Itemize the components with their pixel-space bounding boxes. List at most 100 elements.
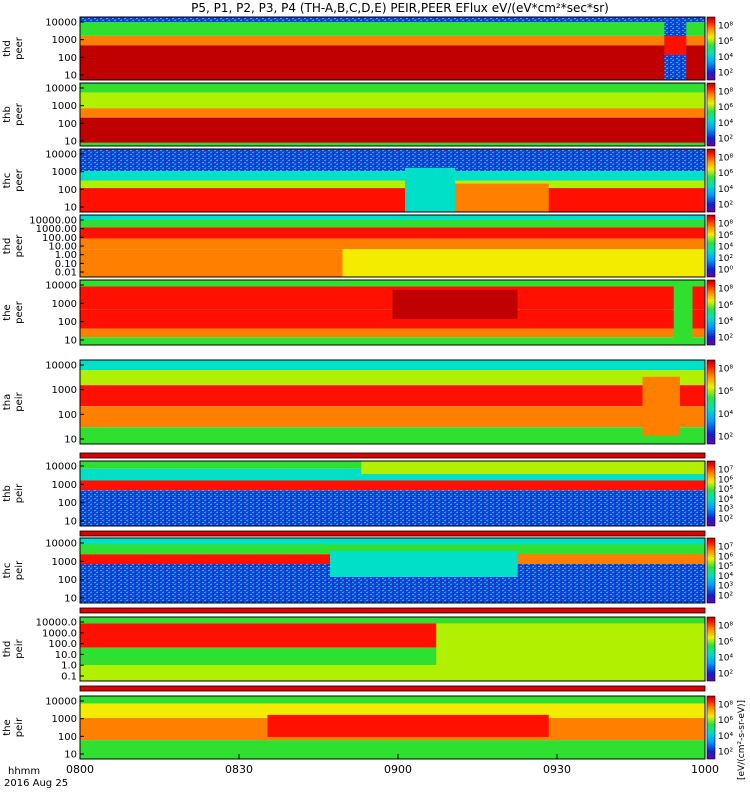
probe-label: thd — [2, 641, 13, 658]
instrument-label: peir — [14, 560, 25, 580]
colorbar-tick-label: 10² — [718, 135, 733, 145]
x-tick-label: 0800 — [66, 763, 94, 776]
instrument-label: peir — [14, 717, 25, 737]
probe-label: thc — [2, 563, 13, 579]
spectrogram-feature — [517, 554, 705, 564]
colorbar — [706, 537, 716, 604]
y-tick-label: 10 — [64, 517, 77, 528]
spectrogram-feature — [267, 714, 549, 737]
colorbar-tick-label: 10⁸ — [718, 22, 733, 32]
spectrogram-band — [80, 92, 705, 109]
panel-frame — [79, 460, 706, 527]
y-tick-label: 10000 — [45, 462, 77, 473]
colorbar-tick-label: 10² — [718, 592, 733, 602]
y-tick-label: 100 — [58, 498, 77, 509]
fill-gap-bar — [79, 530, 706, 537]
fill-gap-bar — [79, 685, 706, 692]
colorbar — [706, 214, 716, 278]
colorbar-tick-label: 10⁸ — [718, 285, 733, 295]
y-tick-label: 100.0 — [48, 639, 77, 650]
y-tick-label: 100 — [58, 119, 77, 130]
spectrogram-band — [80, 227, 705, 239]
colorbar-tick-label: 10⁸ — [718, 365, 733, 375]
spectrogram-band — [80, 544, 705, 555]
spectrogram-band — [80, 142, 705, 146]
y-tick-label: 100 — [58, 575, 77, 586]
instrument-label: peer — [14, 168, 25, 192]
figure-title: P5, P1, P2, P3, P4 (TH-A,B,C,D,E) PEIR,P… — [191, 1, 609, 15]
colorbar-tick-label: 10⁵ — [718, 485, 733, 495]
colorbar-tick-label: 10⁸ — [718, 622, 733, 632]
colorbar-tick-label: 10⁴ — [718, 410, 733, 420]
colorbar-tick-label: 10⁴ — [718, 654, 733, 664]
spectrogram-band — [80, 215, 705, 220]
y-tick-label: 10000 — [45, 18, 77, 29]
colorbar-tick-label: 10² — [718, 433, 733, 443]
panel-3: 10000 1000 100 10 thc peer 10⁸ 10⁶ 10⁴ 10² — [2, 148, 733, 214]
spectrogram-band — [80, 117, 705, 143]
spectrogram-band — [80, 337, 705, 345]
x-axis: 0800 0830 0900 0930 1000 hhmm 2016 Aug 2… — [4, 763, 719, 789]
spectrogram-feature — [673, 280, 693, 345]
y-tick-label: 100.00 — [42, 233, 77, 244]
y-tick-label: 10 — [64, 435, 77, 446]
instrument-label: peer — [14, 300, 25, 324]
spectrogram-band — [80, 406, 705, 428]
spectrogram-band — [80, 149, 705, 172]
spectrogram-band — [80, 370, 705, 386]
x-footer-hhmm: hhmm — [8, 766, 40, 777]
colorbar-tick-label: 10⁶ — [718, 387, 733, 397]
y-tick-label: 1000 — [52, 714, 77, 725]
spectrogram-band — [80, 617, 705, 624]
y-tick-label: 1.00 — [55, 250, 77, 261]
colorbar-tick-label: 10⁶ — [718, 552, 733, 562]
x-tick-label: 1000 — [691, 763, 719, 776]
colorbar-tick-label: 10⁸ — [718, 701, 733, 711]
colorbar — [706, 279, 716, 346]
instrument-label: peir — [14, 638, 25, 658]
spectrogram-band — [80, 35, 705, 46]
spectrogram-feature — [455, 183, 549, 212]
x-tick-label: 0900 — [384, 763, 412, 776]
colorbar-tick-label: 10² — [718, 254, 733, 264]
panel-frame — [79, 537, 706, 604]
y-tick-label: 10000.0 — [36, 618, 77, 629]
y-tick-label: 1000 — [52, 167, 77, 178]
probe-label: the — [2, 304, 13, 320]
colorbar-tick-label: 10⁶ — [718, 301, 733, 311]
y-tick-label: 100 — [58, 185, 77, 196]
y-tick-label: 10.00 — [48, 242, 77, 253]
colorbar-tick-label: 10² — [718, 670, 733, 680]
colorbar — [706, 82, 716, 147]
colorbar — [706, 16, 716, 81]
spectrogram-feature — [330, 551, 518, 577]
instrument-label: peer — [14, 102, 25, 126]
y-tick-label: 0.10 — [55, 259, 77, 270]
panel-6: 10000 1000 100 10 tha peir 10⁸ 10⁶ 10⁴ 10² — [2, 359, 733, 446]
x-footer-date: 2016 Aug 25 — [4, 778, 68, 789]
y-tick-label: 1000 — [52, 385, 77, 396]
y-tick-label: 10 — [64, 750, 77, 761]
colorbar-tick-label: 10² — [718, 515, 733, 525]
panel-frame — [79, 82, 706, 147]
spectrogram-band — [80, 490, 705, 526]
spectrogram-band — [80, 385, 705, 407]
panel-frame — [79, 16, 706, 81]
probe-label: thd — [2, 40, 13, 57]
y-tick-label: 10000 — [45, 539, 77, 550]
colorbar-tick-label: 10⁸ — [718, 154, 733, 164]
colorbar-tick-label: 10² — [718, 334, 733, 344]
spectrogram-band — [80, 280, 705, 287]
y-tick-label: 0.01 — [55, 268, 77, 279]
y-tick-label: 10 — [64, 336, 77, 347]
y-tick-label: 10000.00 — [29, 216, 77, 227]
y-tick-label: 1000.0 — [42, 628, 77, 639]
spectrogram-band — [80, 219, 705, 228]
colorbar — [706, 359, 716, 445]
y-tick-label: 10000 — [45, 281, 77, 292]
spectrogram-band — [80, 17, 705, 23]
